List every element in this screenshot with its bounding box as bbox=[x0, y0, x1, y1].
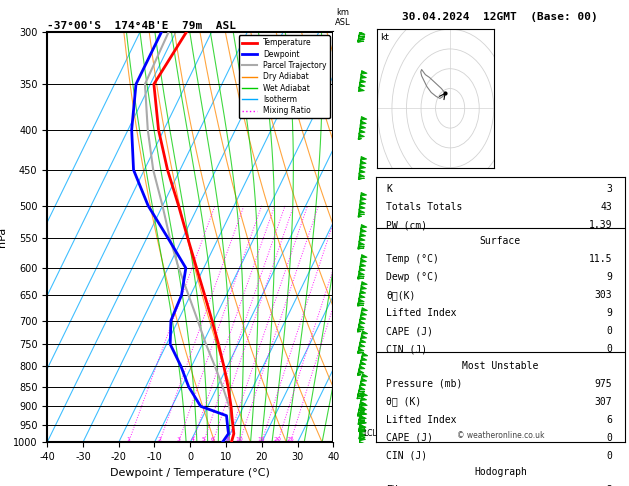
Text: 11.5: 11.5 bbox=[589, 254, 612, 264]
Text: 303: 303 bbox=[594, 290, 612, 300]
Text: LCL: LCL bbox=[363, 429, 377, 438]
Text: 975: 975 bbox=[594, 379, 612, 388]
Text: © weatheronline.co.uk: © weatheronline.co.uk bbox=[457, 431, 544, 440]
Legend: Temperature, Dewpoint, Parcel Trajectory, Dry Adiabat, Wet Adiabat, Isotherm, Mi: Temperature, Dewpoint, Parcel Trajectory… bbox=[238, 35, 330, 118]
Text: CIN (J): CIN (J) bbox=[386, 451, 427, 461]
Text: 1.39: 1.39 bbox=[589, 220, 612, 230]
Text: PW (cm): PW (cm) bbox=[386, 220, 427, 230]
Text: 3: 3 bbox=[606, 184, 612, 194]
Text: Temp (°C): Temp (°C) bbox=[386, 254, 439, 264]
Text: Surface: Surface bbox=[480, 236, 521, 246]
Text: km
ASL: km ASL bbox=[335, 8, 350, 28]
Text: Totals Totals: Totals Totals bbox=[386, 202, 462, 212]
Text: K: K bbox=[386, 184, 392, 194]
Text: 0: 0 bbox=[606, 451, 612, 461]
Text: Lifted Index: Lifted Index bbox=[386, 308, 457, 318]
Text: 0: 0 bbox=[606, 326, 612, 336]
Text: Pressure (mb): Pressure (mb) bbox=[386, 379, 462, 388]
X-axis label: Dewpoint / Temperature (°C): Dewpoint / Temperature (°C) bbox=[110, 468, 270, 478]
Text: θᴇ (K): θᴇ (K) bbox=[386, 397, 421, 407]
Text: 8: 8 bbox=[226, 437, 230, 442]
Text: 15: 15 bbox=[258, 437, 265, 442]
Text: 307: 307 bbox=[594, 397, 612, 407]
Text: 2: 2 bbox=[606, 485, 612, 486]
Text: 5: 5 bbox=[202, 437, 206, 442]
Text: Dewp (°C): Dewp (°C) bbox=[386, 272, 439, 282]
Text: 9: 9 bbox=[606, 308, 612, 318]
Text: 9: 9 bbox=[606, 272, 612, 282]
Text: θᴇ(K): θᴇ(K) bbox=[386, 290, 416, 300]
Text: EH: EH bbox=[386, 485, 398, 486]
Text: 25: 25 bbox=[286, 437, 294, 442]
Text: 3: 3 bbox=[177, 437, 181, 442]
Text: 10: 10 bbox=[236, 437, 243, 442]
Text: CIN (J): CIN (J) bbox=[386, 344, 427, 354]
Text: 30.04.2024  12GMT  (Base: 00): 30.04.2024 12GMT (Base: 00) bbox=[402, 12, 598, 22]
Text: 0: 0 bbox=[606, 433, 612, 443]
Text: kt: kt bbox=[380, 34, 389, 42]
Text: Most Unstable: Most Unstable bbox=[462, 361, 538, 370]
Text: 20: 20 bbox=[274, 437, 282, 442]
Text: 0: 0 bbox=[606, 344, 612, 354]
Text: 2: 2 bbox=[157, 437, 162, 442]
Text: 4: 4 bbox=[191, 437, 194, 442]
Text: CAPE (J): CAPE (J) bbox=[386, 326, 433, 336]
Text: -37°00'S  174°4B'E  79m  ASL: -37°00'S 174°4B'E 79m ASL bbox=[47, 21, 236, 31]
Text: 6: 6 bbox=[606, 415, 612, 425]
Text: 6: 6 bbox=[211, 437, 214, 442]
Text: Hodograph: Hodograph bbox=[474, 467, 527, 477]
Text: 1: 1 bbox=[126, 437, 130, 442]
Text: Lifted Index: Lifted Index bbox=[386, 415, 457, 425]
Text: CAPE (J): CAPE (J) bbox=[386, 433, 433, 443]
Text: 43: 43 bbox=[601, 202, 612, 212]
Y-axis label: hPa: hPa bbox=[0, 227, 8, 247]
